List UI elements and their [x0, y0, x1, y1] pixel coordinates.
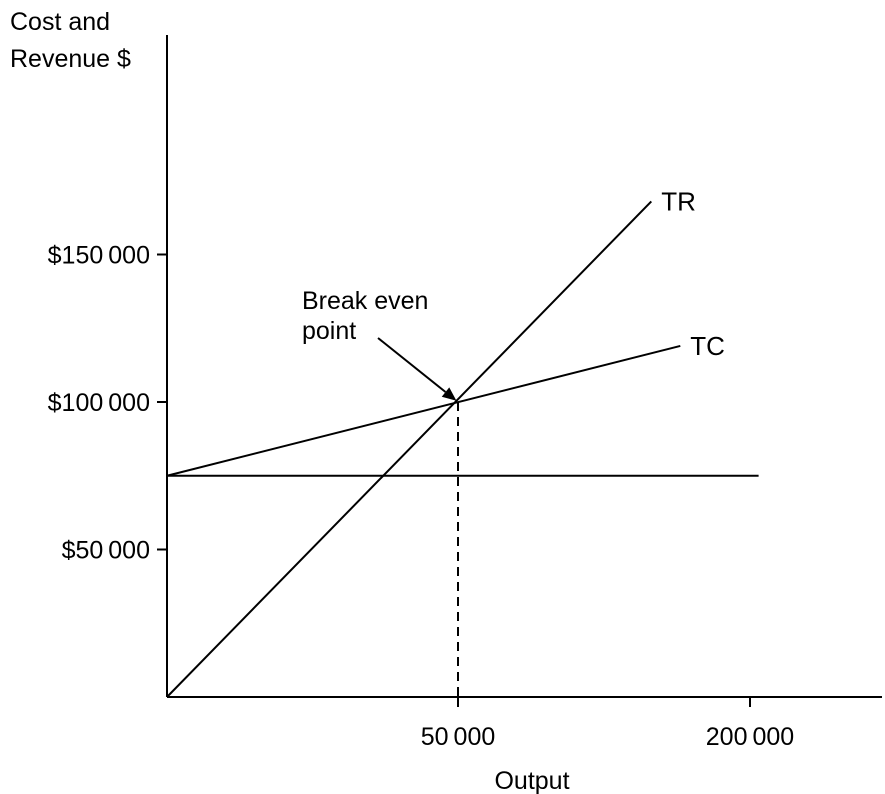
series-line-tc — [166, 344, 681, 477]
break-even-label-line-1: Break even — [302, 287, 428, 315]
x-tick-label: 50 000 — [421, 723, 496, 751]
y-tick-label: $50 000 — [62, 537, 150, 565]
y-axis-label-line-1: Cost and — [10, 8, 110, 36]
x-axis-label: Output — [494, 767, 569, 794]
break-even-arrowhead — [441, 387, 457, 401]
x-tick-label: 200 000 — [706, 723, 794, 751]
series-label-tr: TR — [661, 186, 696, 216]
y-tick-label: $100 000 — [48, 389, 150, 417]
break-even-label-line-2: point — [302, 317, 356, 345]
series-line-tr — [166, 200, 653, 698]
series-lines: TR TC — [166, 186, 759, 698]
x-ticks: 50 000 200 000 — [421, 697, 794, 751]
break-even-arrow — [377, 337, 447, 393]
y-axis-label-line-2: Revenue $ — [10, 45, 131, 73]
y-tick-label: $150 000 — [48, 242, 150, 270]
series-label-tc: TC — [690, 331, 725, 361]
y-ticks: $50 000 $100 000 $150 000 — [48, 242, 167, 565]
